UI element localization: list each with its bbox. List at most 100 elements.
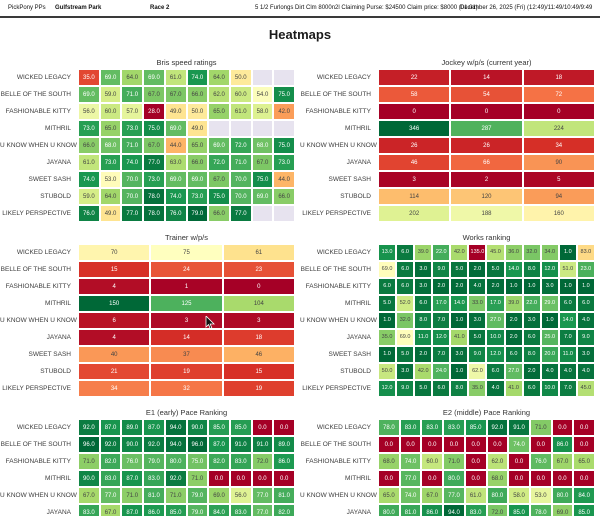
- heatmap-row: U KNOW WHEN U KNOW 6 3 3: [0, 312, 300, 329]
- heatmap-cell: 5.0: [396, 346, 415, 363]
- heatmap-cell: 3.0: [522, 312, 541, 329]
- heatmap-cell: 57.0: [121, 103, 144, 120]
- heatmap-cell: 91.0: [508, 419, 530, 436]
- race-number: Race 2: [150, 5, 170, 11]
- heatmap-cell: 32.0: [396, 312, 415, 329]
- heatmap-cells: 76.0 49.0 77.0 78.0 76.0 79.0 66.0 77.0: [78, 205, 296, 222]
- heatmap-cell: 6.0: [396, 244, 415, 261]
- heatmap-cell: 202: [378, 205, 451, 222]
- heatmap-row: SWEET SASH 1.0 5.0 2.0 7.0 3.0 9.0 12.0 6.0 8.0 20…: [300, 346, 600, 363]
- horse-name-label: U KNOW WHEN U KNOW: [0, 317, 77, 324]
- heatmap-cell: 71.0: [164, 487, 187, 504]
- heatmap-cell: 4.0: [576, 363, 595, 380]
- heatmap-cell: 9.0: [576, 329, 595, 346]
- heatmap-cell: 50.0: [378, 363, 397, 380]
- heatmap-cell: 82.0: [99, 453, 122, 470]
- heatmap-cell: 92.0: [486, 419, 509, 436]
- heatmap-cell: 94.0: [443, 504, 465, 516]
- heatmap-cell: 49.0: [99, 205, 122, 222]
- heatmap-row: BELLE OF THE SOUTH 0.0 0.0 0.0 0.0 0.0 0.0 74.0…: [300, 436, 600, 453]
- heatmap-cell: 0.0: [551, 470, 574, 487]
- heatmap-cell: 0: [450, 103, 523, 120]
- heatmap-row: LIKELY PERSPECTIVE 202 188 160: [300, 205, 600, 222]
- heatmap-cell: 67.0: [251, 154, 274, 171]
- heatmap-cell: 60.0: [229, 86, 252, 103]
- heatmap-cell: 7.0: [558, 329, 577, 346]
- heatmap-cells: 74.0 53.0 70.0 73.0 69.0 69.0 67.0 70.0 75.0 44.0: [78, 171, 296, 188]
- heatmap-cell: 17.0: [432, 295, 451, 312]
- heatmap-cell: 84.0: [208, 504, 230, 516]
- heatmap-cell: 92.0: [143, 436, 165, 453]
- heatmap-cell: 0.0: [399, 436, 422, 453]
- heatmap-cell: 92.0: [78, 419, 100, 436]
- heatmap-cells: 58 54 72: [378, 86, 595, 103]
- heatmap-cell: 34: [78, 380, 151, 397]
- heatmap-cell: 73.0: [121, 120, 144, 137]
- heatmap-cell: 82.0: [208, 453, 230, 470]
- heatmap-cell: 72.0: [208, 154, 230, 171]
- heatmap-cell: 41.0: [504, 380, 523, 397]
- heatmap-cell: 27.0: [486, 312, 505, 329]
- heatmap-cell: 1.0: [450, 312, 469, 329]
- heatmap-cell: 83.0: [99, 470, 122, 487]
- heatmap-cell: 3.0: [468, 312, 487, 329]
- heatmap-cell: 26: [378, 137, 451, 154]
- heatmap-cell: 44.0: [273, 171, 296, 188]
- heatmap-cell: 12.0: [432, 329, 451, 346]
- heatmap-cell: 73.0: [273, 154, 296, 171]
- heatmap-cells: 66.0 68.0 71.0 67.0 44.0 65.0 69.0 72.0 68.0 75.0: [78, 137, 296, 154]
- heatmap-cell: 92.0: [164, 470, 187, 487]
- horse-name-label: WICKED LEGACY: [316, 74, 371, 81]
- heatmap-cell: 104: [222, 295, 295, 312]
- heatmap-cell: 9.0: [468, 346, 487, 363]
- heatmap-cell: 0.0: [529, 436, 552, 453]
- heatmap-cell: 5.0: [450, 261, 469, 278]
- heatmap-cell: 77.0: [121, 205, 144, 222]
- heatmap-cell: 46: [222, 346, 295, 363]
- heatmap-cells: 26 26 34: [378, 137, 595, 154]
- heatmap-cells: 6.0 6.0 3.0 2.0 2.0 4.0 2.0 1.0 1.0 3.0 1.0 1.0: [378, 278, 595, 295]
- heatmap-cell: 9.0: [432, 261, 451, 278]
- heatmap-cell: 20.0: [540, 346, 559, 363]
- heatmap-cell: 69.0: [164, 120, 187, 137]
- heatmap-cell: 68.0: [486, 470, 509, 487]
- heatmap-cell: 79.0: [186, 487, 209, 504]
- mouse-cursor: [205, 316, 215, 330]
- heatmap-row: WICKED LEGACY 35.0 69.0 64.0 69.0 61.0 74.0 64.…: [0, 69, 300, 86]
- heatmap-cells: 69.0 59.0 71.0 67.0 67.0 66.0 62.0 60.0 54.0 75.0: [78, 86, 296, 103]
- horse-name-label: U KNOW WHEN U KNOW: [300, 317, 377, 324]
- heatmap-cell: 79.0: [143, 453, 165, 470]
- heatmap-cell: 56.0: [78, 103, 100, 120]
- heatmap-cell: 83.0: [576, 244, 595, 261]
- horse-name-label: FASHIONABLE KITTY: [5, 283, 71, 290]
- heatmap-cell: 81.0: [273, 487, 296, 504]
- heatmap-cell: 78.0: [378, 419, 400, 436]
- heatmap-row: BELLE OF THE SOUTH 58 54 72: [300, 86, 600, 103]
- heatmap-row: JAYANA 35.0 69.0 11.0 12.0 41.0 5.0 10.0 2.0 6.0 2…: [300, 329, 600, 346]
- heatmap-cell: 67.0: [143, 137, 165, 154]
- heatmap-cell: 77.0: [251, 487, 274, 504]
- heatmap-cell: 26: [450, 137, 523, 154]
- heatmap-cell: 72.0: [229, 137, 252, 154]
- horse-name-label: MITHRIL: [345, 125, 371, 132]
- heatmap-cell: 42.0: [273, 103, 296, 120]
- heatmap-cell: 90.0: [186, 419, 209, 436]
- heatmap-cell: 12.0: [378, 380, 397, 397]
- heatmap-cells: 1.0 32.0 8.0 7.0 1.0 3.0 27.0 2.0 3.0 1.0 14.0 4.0: [378, 312, 595, 329]
- heatmap-cell: 188: [450, 205, 523, 222]
- heatmap-cell: 75.0: [273, 137, 296, 154]
- heatmap-cells: 202 188 160: [378, 205, 595, 222]
- heatmap-cell: 3.0: [450, 346, 469, 363]
- heatmap-cells: 346 287 224: [378, 120, 595, 137]
- heatmap-cell: 40: [78, 346, 151, 363]
- heatmap-cell: 85.0: [508, 504, 530, 516]
- horse-name-label: BELLE OF THE SOUTH: [0, 91, 71, 98]
- heatmap-cells: 56.0 60.0 57.0 28.0 49.0 50.0 65.0 61.0 58.0 42.0: [78, 103, 296, 120]
- heatmap-row: FASHIONABLE KITTY 68.0 74.0 60.0 71.0 0.0 62.0…: [300, 453, 600, 470]
- heatmap-cell: 35.0: [378, 329, 397, 346]
- horse-name-label: SWEET SASH: [328, 176, 371, 183]
- heatmap-cell: 8.0: [522, 261, 541, 278]
- heatmap-cells: 12.0 9.0 5.0 6.0 8.0 35.0 4.0 41.0 6.0 10.0 7.0 45.…: [378, 380, 595, 397]
- heatmap-cell: 76.0: [121, 453, 144, 470]
